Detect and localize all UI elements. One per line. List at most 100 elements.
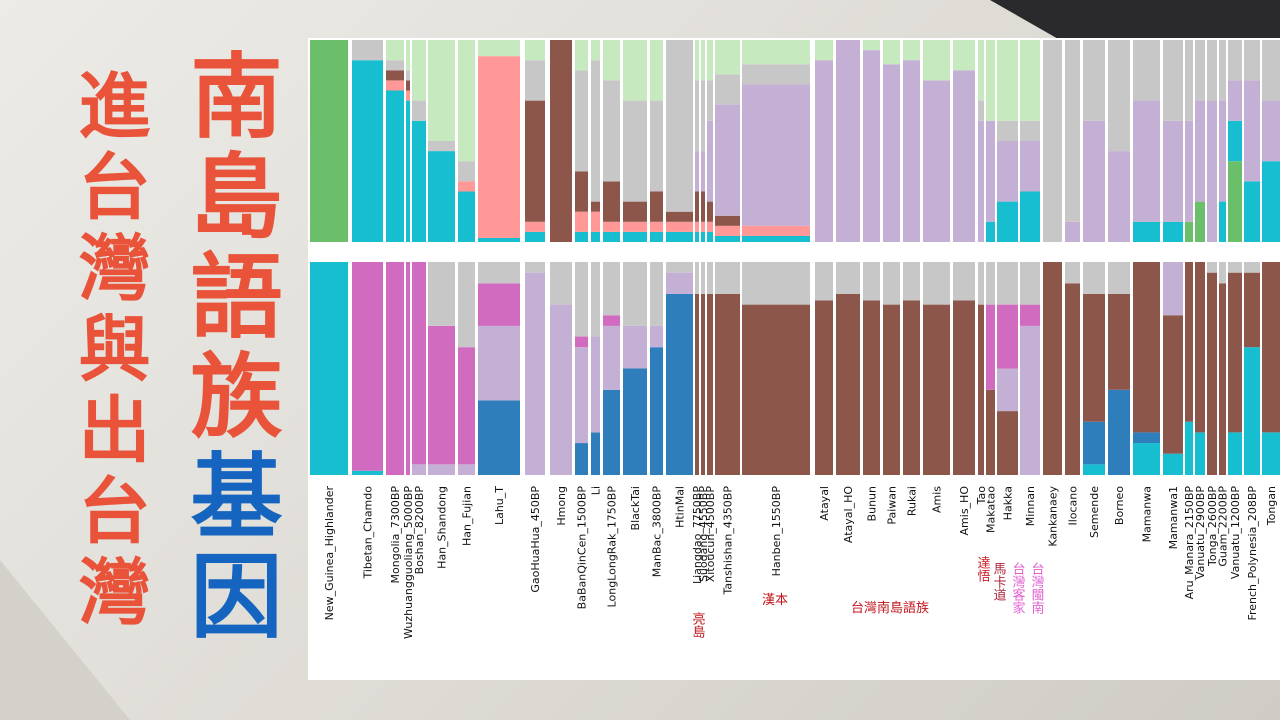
x-tick-label: Tonga_2600BP <box>1206 486 1219 567</box>
bar-segment <box>707 201 713 222</box>
bar-segment <box>666 211 693 222</box>
bar-segment <box>386 70 404 81</box>
x-tick-label: New_Guinea_Highlander <box>323 486 336 621</box>
x-tick-label: BaBanQinCen_1500BP <box>576 486 589 610</box>
bar-segment <box>458 161 475 182</box>
bar-segment <box>1185 120 1193 222</box>
bar-segment <box>386 60 404 71</box>
bar-segment <box>1133 443 1160 475</box>
bar-segment <box>1219 262 1226 284</box>
bar-segment <box>412 262 426 465</box>
bar-segment <box>1244 262 1260 273</box>
bar-segment <box>1020 191 1040 242</box>
bar-segment <box>863 262 880 301</box>
bar-segment <box>603 40 620 81</box>
x-tick-label: Vanuatu_2900BP <box>1194 486 1207 579</box>
bar-segment <box>1244 80 1260 182</box>
bar-segment <box>997 411 1018 475</box>
bar-segment <box>701 221 705 232</box>
annotation: 台灣客家 <box>1010 562 1026 614</box>
bar-segment <box>986 262 995 305</box>
bar-segment <box>997 141 1018 202</box>
x-tick-label: Semende <box>1088 486 1101 538</box>
bar-segment <box>1262 432 1280 475</box>
bar-segment <box>1262 262 1280 433</box>
bar-segment <box>1195 201 1205 242</box>
bar-segment <box>701 293 705 475</box>
bar-segment <box>1133 262 1160 433</box>
bar-segment <box>666 262 693 273</box>
bar-segment <box>701 40 705 81</box>
bar-segment <box>623 368 647 475</box>
bar-segment <box>525 221 545 232</box>
bar-segment <box>478 325 520 401</box>
bar-segment <box>428 151 455 242</box>
bar-segment <box>575 40 588 71</box>
bar-segment <box>650 325 663 348</box>
bar-segment <box>715 215 740 226</box>
bar-segment <box>412 464 426 475</box>
bar-segment <box>1219 40 1226 101</box>
bar-segment <box>1228 432 1242 475</box>
bar-segment <box>883 304 900 475</box>
x-tick-label: Hmong <box>555 486 568 526</box>
bar-segment <box>997 40 1018 121</box>
bar-segment <box>695 221 699 232</box>
bar-segment <box>550 262 572 305</box>
bar-segment <box>525 100 545 222</box>
x-tick-label: Mamanwa1 <box>1167 486 1180 549</box>
x-tick-label: Wuzhuangguoliang_5000BP <box>402 486 415 639</box>
bar-segment <box>428 325 455 465</box>
bar-segment <box>997 262 1018 305</box>
bar-segment <box>815 60 833 243</box>
bar-segment <box>1020 325 1040 475</box>
bar-segment <box>986 40 995 121</box>
bar-segment <box>1083 421 1105 465</box>
x-tick-label: French_Polynesia_208BP <box>1246 486 1259 621</box>
x-tick-label: Tongan <box>1265 486 1278 526</box>
bar-segment <box>707 120 713 202</box>
bar-segment <box>883 64 900 243</box>
bar-segment <box>478 262 520 284</box>
bar-segment <box>1043 40 1062 242</box>
x-tick-label: Liangdao_7750BP <box>691 486 704 584</box>
headline-blue: 基因 <box>175 448 282 648</box>
bar-segment <box>1228 262 1242 273</box>
bar-segment <box>1108 262 1130 294</box>
x-tick-label: Vanuatu_1200BP <box>1229 486 1242 579</box>
bar-segment <box>1083 40 1105 121</box>
x-tick-label: Paiwan <box>886 486 899 525</box>
bar-segment <box>428 40 455 141</box>
x-tick-label: GaoHuaHua_450BP <box>529 486 542 593</box>
bar-segment <box>1228 80 1242 121</box>
bar-segment <box>352 40 383 61</box>
x-tick-label: Kankanaey <box>1047 486 1060 547</box>
bar-segment <box>478 400 520 475</box>
bar-segment <box>1108 293 1130 390</box>
bar-segment <box>591 231 600 242</box>
bar-segment <box>412 100 426 121</box>
bar-segment <box>701 151 705 192</box>
bar-segment <box>883 262 900 305</box>
bar-segment <box>707 80 713 121</box>
bar-segment <box>386 90 404 242</box>
bar-segment <box>650 221 663 232</box>
bar-segment <box>386 40 404 61</box>
bar-segment <box>1262 161 1280 242</box>
bar-segment <box>1244 40 1260 81</box>
bar-segment <box>715 104 740 216</box>
bar-segment <box>836 293 860 475</box>
bar-segment <box>1185 40 1193 121</box>
x-tick-label: Atayal <box>818 486 831 521</box>
bar-segment <box>695 80 699 152</box>
x-tick-label: LongLongRak_1750BP <box>606 486 619 608</box>
bar-segment <box>1228 120 1242 162</box>
x-tick-label: Bunun <box>866 486 879 521</box>
bar-segment <box>428 262 455 326</box>
x-tick-label: Tanshishan_4350BP <box>722 486 735 596</box>
bar-segment <box>386 262 404 475</box>
bar-segment <box>623 325 647 369</box>
bar-segment <box>478 237 520 242</box>
bar-segment <box>836 262 860 294</box>
